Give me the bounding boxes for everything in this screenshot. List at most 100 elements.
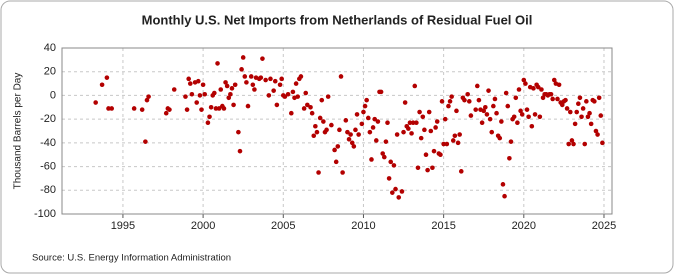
point bbox=[215, 61, 220, 66]
point bbox=[268, 76, 273, 82]
point bbox=[144, 97, 150, 103]
point bbox=[205, 120, 211, 125]
point bbox=[499, 119, 504, 124]
point bbox=[208, 104, 214, 110]
point bbox=[566, 141, 572, 147]
point bbox=[271, 88, 276, 93]
point bbox=[213, 106, 219, 111]
point bbox=[229, 86, 235, 91]
point bbox=[308, 104, 313, 110]
point bbox=[535, 84, 541, 90]
point bbox=[367, 129, 373, 135]
point bbox=[508, 139, 514, 144]
point bbox=[465, 91, 470, 97]
point bbox=[197, 93, 203, 98]
point bbox=[258, 75, 264, 80]
point bbox=[99, 82, 105, 88]
point bbox=[401, 129, 406, 135]
point bbox=[232, 82, 238, 88]
point bbox=[332, 147, 337, 153]
point bbox=[226, 95, 232, 101]
y-tick-label: 20 bbox=[44, 66, 56, 78]
point bbox=[240, 55, 246, 60]
x-tick-label: 2000 bbox=[191, 220, 215, 232]
point bbox=[319, 97, 325, 103]
point bbox=[382, 154, 387, 160]
point bbox=[550, 96, 555, 102]
point bbox=[598, 113, 604, 118]
point bbox=[390, 190, 395, 195]
y-tick-label: -20 bbox=[40, 113, 56, 125]
point bbox=[584, 99, 589, 104]
point bbox=[492, 96, 498, 102]
point bbox=[260, 56, 265, 61]
point bbox=[489, 129, 495, 135]
point bbox=[585, 114, 591, 120]
point bbox=[596, 95, 602, 101]
point bbox=[441, 141, 446, 147]
point bbox=[163, 110, 169, 116]
point bbox=[430, 165, 435, 171]
point bbox=[511, 114, 517, 120]
point bbox=[574, 109, 580, 115]
point bbox=[274, 102, 280, 108]
point bbox=[523, 81, 528, 86]
point bbox=[422, 127, 427, 133]
point bbox=[244, 80, 249, 85]
point bbox=[199, 107, 204, 112]
chart-title: Monthly U.S. Net Imports from Netherland… bbox=[142, 12, 533, 27]
point bbox=[394, 132, 400, 137]
point bbox=[500, 182, 506, 187]
point bbox=[531, 86, 536, 91]
point bbox=[438, 152, 443, 158]
point bbox=[361, 109, 366, 115]
point bbox=[481, 108, 487, 114]
point bbox=[329, 122, 334, 128]
point bbox=[462, 97, 467, 103]
point bbox=[571, 141, 576, 147]
point bbox=[218, 87, 224, 92]
point bbox=[263, 77, 268, 83]
point bbox=[375, 119, 381, 124]
point bbox=[167, 107, 172, 112]
y-tick-label: -100 bbox=[34, 208, 56, 220]
point bbox=[373, 138, 379, 143]
point bbox=[93, 100, 98, 105]
point bbox=[559, 102, 565, 108]
point bbox=[285, 91, 291, 97]
point bbox=[383, 139, 389, 144]
point bbox=[252, 87, 257, 92]
point bbox=[446, 103, 451, 109]
point bbox=[540, 95, 546, 101]
point bbox=[592, 99, 597, 104]
point bbox=[588, 121, 594, 127]
point bbox=[450, 138, 456, 143]
point bbox=[417, 109, 422, 115]
x-tick-label: 2020 bbox=[512, 220, 536, 232]
point bbox=[369, 157, 374, 162]
point bbox=[200, 82, 206, 88]
point bbox=[468, 113, 474, 118]
point bbox=[224, 83, 230, 89]
y-tick-label: 40 bbox=[44, 42, 56, 54]
point bbox=[293, 81, 299, 86]
point bbox=[356, 132, 361, 137]
frame bbox=[0, 0, 674, 274]
point bbox=[303, 90, 309, 96]
point bbox=[572, 121, 578, 127]
point bbox=[484, 112, 490, 117]
point bbox=[186, 76, 191, 82]
point bbox=[502, 193, 507, 199]
point bbox=[582, 141, 588, 147]
point bbox=[385, 120, 390, 125]
point bbox=[386, 176, 392, 181]
point bbox=[532, 112, 538, 117]
point bbox=[412, 83, 418, 89]
point bbox=[391, 163, 397, 168]
point bbox=[396, 195, 402, 200]
point bbox=[266, 93, 272, 98]
point bbox=[349, 140, 355, 146]
point bbox=[146, 94, 151, 99]
point bbox=[466, 99, 472, 104]
point bbox=[494, 110, 499, 116]
